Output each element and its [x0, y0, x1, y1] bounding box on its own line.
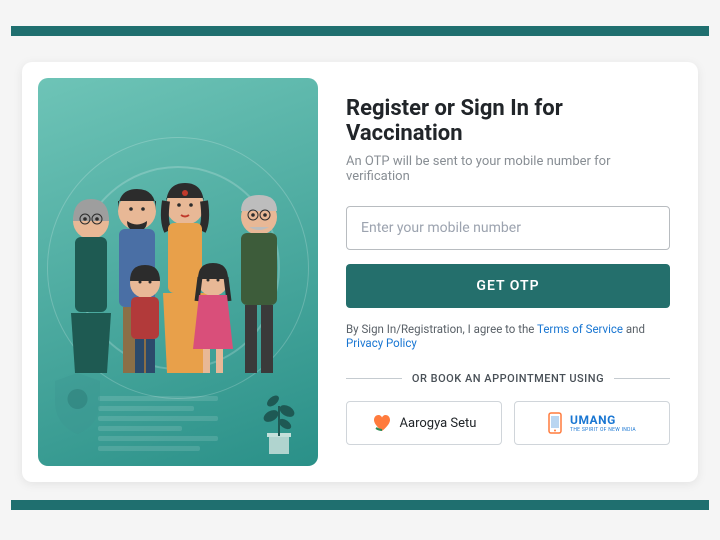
terms-of-service-link[interactable]: Terms of Service [537, 322, 623, 336]
signin-card: Register or Sign In for Vaccination An O… [22, 62, 698, 482]
bottom-accent-bar [11, 500, 709, 510]
aarogya-setu-label: Aarogya Setu [400, 416, 477, 431]
page-title: Register or Sign In for Vaccination [346, 96, 670, 146]
aarogya-setu-button[interactable]: Aarogya Setu [346, 401, 502, 445]
mobile-number-input[interactable] [346, 206, 670, 250]
app-buttons: Aarogya Setu UMANG THE SPIRIT OF NEW IND… [346, 401, 670, 445]
privacy-policy-link[interactable]: Privacy Policy [346, 336, 417, 350]
terms-prefix: By Sign In/Registration, I agree to the [346, 322, 537, 336]
umang-icon [548, 412, 562, 434]
umang-button[interactable]: UMANG THE SPIRIT OF NEW INDIA [514, 401, 670, 445]
page-subtitle: An OTP will be sent to your mobile numbe… [346, 154, 670, 184]
top-accent-bar [11, 26, 709, 36]
divider-label: OR BOOK AN APPOINTMENT USING [412, 372, 604, 385]
decorative-lines [98, 391, 218, 451]
plant-icon [251, 386, 306, 456]
form-panel: Register or Sign In for Vaccination An O… [338, 78, 682, 466]
family-illustration [63, 173, 293, 383]
illustration-panel [38, 78, 318, 466]
aarogya-setu-icon [372, 414, 392, 432]
divider: OR BOOK AN APPOINTMENT USING [346, 372, 670, 385]
terms-text: By Sign In/Registration, I agree to the … [346, 322, 670, 350]
terms-and: and [623, 322, 645, 336]
umang-sublabel: THE SPIRIT OF NEW INDIA [570, 427, 636, 433]
umang-label: UMANG [570, 413, 616, 427]
get-otp-button[interactable]: GET OTP [346, 264, 670, 308]
